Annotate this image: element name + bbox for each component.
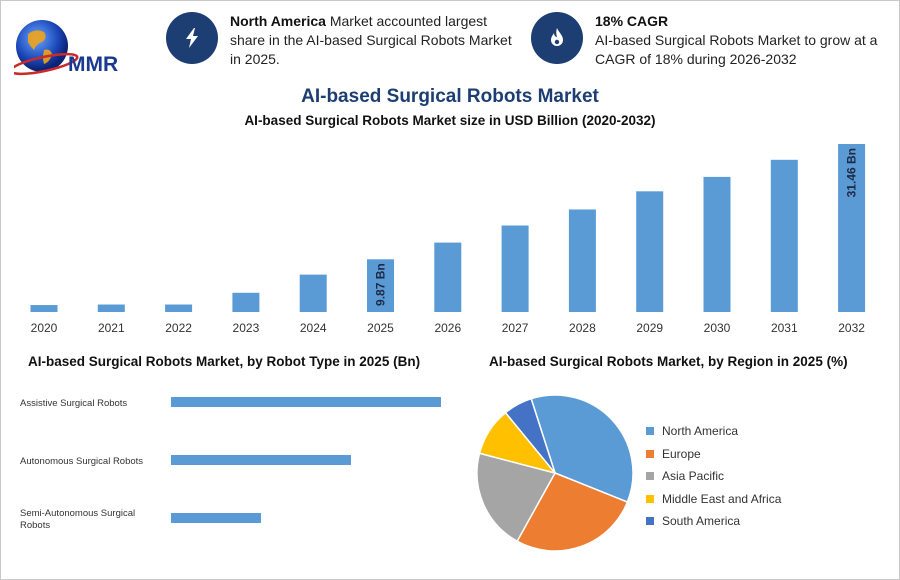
- info-card-cagr: 18% CAGR AI-based Surgical Robots Market …: [531, 12, 891, 69]
- robot-type-bar-chart: Assistive Surgical Robots Autonomous Surg…: [20, 397, 441, 531]
- x-tick-label: 2030: [704, 321, 731, 335]
- bar-2031: [770, 159, 798, 312]
- info-card-north-america: North America Market accounted largest s…: [166, 12, 526, 69]
- pie-slice-4: [504, 397, 556, 474]
- card-text: 18% CAGR AI-based Surgical Robots Market …: [595, 13, 878, 67]
- hbar-0: [171, 397, 441, 407]
- x-tick-label: 2027: [502, 321, 529, 335]
- legend-item: South America: [646, 510, 781, 533]
- bar-data-label: 9.87 Bn: [374, 263, 388, 306]
- mmr-logo: MMR: [9, 16, 140, 78]
- region-chart-title: AI-based Surgical Robots Market, by Regi…: [489, 354, 848, 369]
- x-tick-label: 2029: [636, 321, 663, 335]
- globe-logo-icon: MMR: [9, 20, 118, 76]
- legend-label: North America: [662, 424, 739, 439]
- legend-label: South America: [662, 514, 741, 529]
- x-tick-label: 2026: [434, 321, 461, 335]
- bar-2024: [299, 274, 327, 312]
- bar-2021: [97, 304, 125, 312]
- legend-swatch: [646, 427, 654, 436]
- x-tick-label: 2021: [98, 321, 125, 335]
- bar-2030: [703, 176, 731, 312]
- hbar-category-label: Semi-Autonomous Surgical: [20, 508, 135, 519]
- bar-chart-title: AI-based Surgical Robots Market size in …: [244, 113, 656, 128]
- x-tick-label: 2024: [300, 321, 327, 335]
- legend-swatch: [646, 449, 654, 458]
- pie-slice-0: [530, 394, 634, 503]
- legend-item: Middle East and Africa: [646, 488, 781, 511]
- market-size-bar-chart: 2020 2021 2022 2023 2024 2025 9.87 Bn 2026 2027 2…: [30, 144, 866, 335]
- bar-2022: [165, 304, 193, 312]
- bar-2027: [501, 225, 529, 312]
- hbar-category-label: Robots: [20, 520, 50, 531]
- legend-swatch: [646, 517, 654, 526]
- x-tick-label: 2022: [165, 321, 192, 335]
- legend-item: Europe: [646, 443, 781, 466]
- hbar-category-label: Assistive Surgical Robots: [20, 398, 127, 409]
- pie-legend: North America Europe Asia Pacific Middle Ea…: [646, 420, 781, 533]
- x-tick-label: 2028: [569, 321, 596, 335]
- legend-item: North America: [646, 420, 781, 443]
- x-tick-label: 2020: [31, 321, 58, 335]
- card-text: North America Market accounted largest s…: [230, 13, 512, 67]
- x-tick-label: 2031: [771, 321, 798, 335]
- x-tick-label: 2032: [838, 321, 865, 335]
- flame-icon: [531, 12, 583, 64]
- robot-type-chart-title: AI-based Surgical Robots Market, by Robo…: [28, 354, 421, 369]
- main-title: AI-based Surgical Robots Market: [301, 86, 599, 107]
- x-tick-label: 2025: [367, 321, 394, 335]
- logo-text: MMR: [68, 53, 118, 76]
- legend-swatch: [646, 494, 654, 503]
- x-tick-label: 2023: [233, 321, 260, 335]
- bar-2032: [838, 144, 866, 312]
- hbar-1: [171, 455, 351, 465]
- legend-swatch: [646, 472, 654, 481]
- bar-data-label: 31.46 Bn: [845, 148, 859, 197]
- bar-2028: [568, 209, 596, 312]
- hbar-category-label: Autonomous Surgical Robots: [20, 456, 143, 467]
- bar-2020: [30, 305, 58, 312]
- bar-2025: [367, 259, 394, 312]
- legend-item: Asia Pacific: [646, 465, 781, 488]
- region-pie-chart: [476, 394, 634, 552]
- legend-label: Asia Pacific: [662, 469, 725, 484]
- hbar-2: [171, 513, 261, 523]
- legend-label: Europe: [662, 446, 701, 461]
- bar-2023: [232, 292, 260, 312]
- bar-2029: [636, 191, 664, 312]
- bar-2026: [434, 242, 462, 312]
- lightning-icon: [166, 12, 218, 64]
- legend-label: Middle East and Africa: [662, 491, 782, 506]
- pie-slice-2: [476, 452, 557, 543]
